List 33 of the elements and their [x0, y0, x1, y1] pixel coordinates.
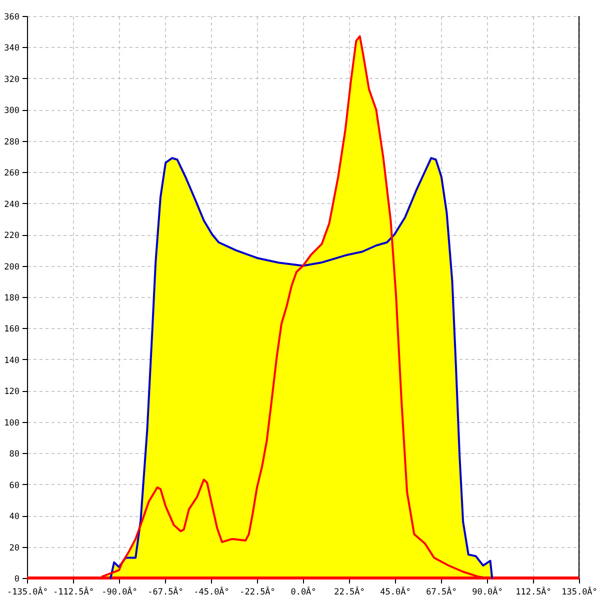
- line-series: [110, 157, 494, 579]
- y-tick-label: 80: [9, 450, 20, 460]
- y-tick-label: 20: [9, 543, 20, 554]
- y-tick-label: 220: [4, 231, 20, 242]
- x-tick-label: 45.0Â°: [380, 586, 411, 598]
- y-tick-label: 340: [4, 44, 20, 54]
- x-tick-label: 67.5Â°: [426, 586, 457, 598]
- x-tick-label: 22.5Â°: [334, 586, 365, 598]
- y-tick-label: 360: [4, 12, 20, 22]
- y-tick-label: 300: [4, 106, 20, 116]
- y-tick-label: 60: [9, 480, 20, 491]
- y-tick-label: 100: [4, 418, 20, 428]
- x-tick-label: -90.0Â°: [102, 586, 138, 598]
- x-tick-label: -135.0Â°: [7, 586, 48, 598]
- x-tick-label: 0.0Â°: [290, 586, 316, 598]
- x-tick-label: -22.5Â°: [240, 586, 276, 598]
- y-tick-label: 0: [14, 574, 20, 584]
- x-tick-label: -112.5Â°: [53, 586, 94, 598]
- x-tick-label: 112.5Â°: [516, 586, 552, 598]
- y-tick-label: 240: [4, 200, 20, 210]
- x-tick-label: 90.0Â°: [472, 586, 503, 598]
- x-tick-label: -67.5Â°: [148, 586, 184, 598]
- y-tick-label: 200: [4, 262, 20, 272]
- y-tick-label: 320: [4, 74, 20, 85]
- y-tick-label: 120: [4, 387, 20, 398]
- y-tick-label: 140: [4, 356, 20, 366]
- y-tick-label: 280: [4, 137, 20, 148]
- y-tick-label: 40: [9, 512, 20, 522]
- y-tick-label: 160: [4, 324, 20, 335]
- y-tick-label: 260: [4, 168, 20, 179]
- x-tick-label: 135.0Â°: [562, 586, 598, 598]
- y-tick-label: 180: [4, 294, 20, 304]
- x-tick-label: -45.0Â°: [194, 586, 230, 598]
